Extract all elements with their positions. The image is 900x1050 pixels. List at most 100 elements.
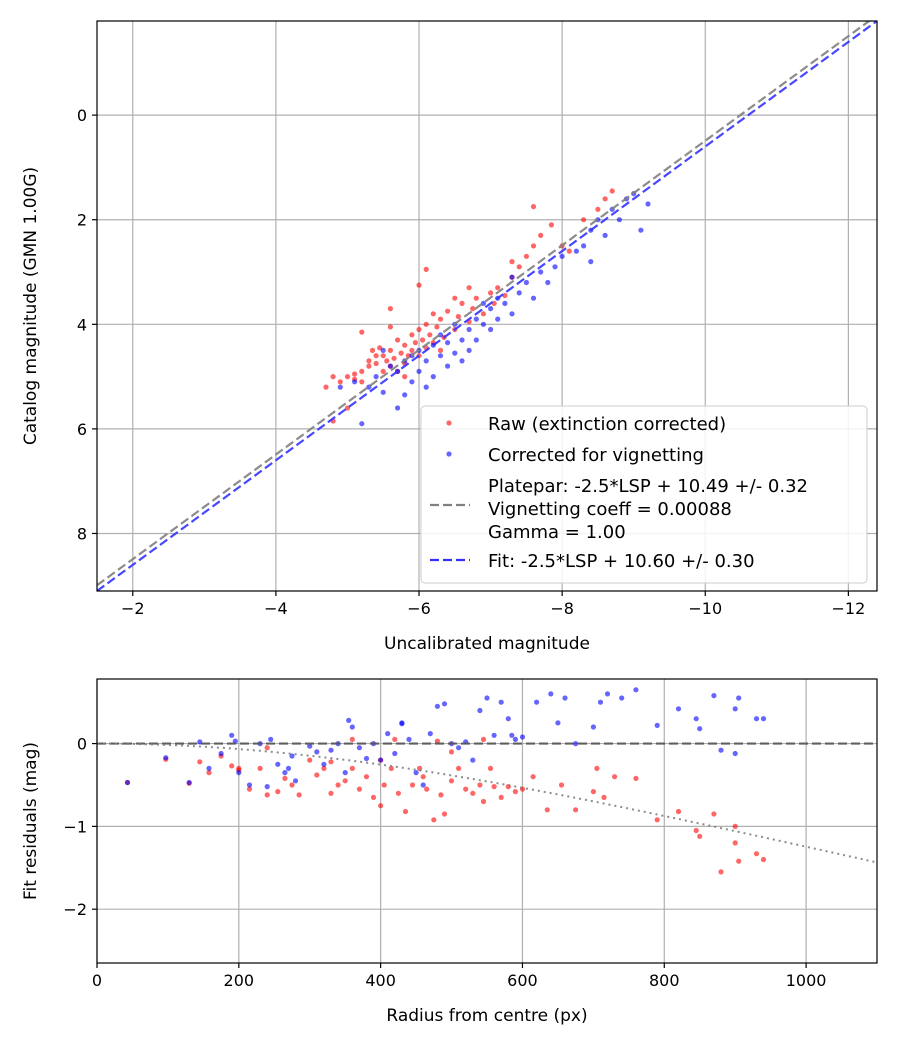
legend-marker — [446, 420, 452, 426]
data-point — [392, 736, 398, 743]
legend-entry: Corrected for vignetting — [446, 445, 704, 466]
data-point — [495, 285, 501, 291]
data-point — [402, 392, 408, 398]
data-point — [487, 765, 494, 772]
data-point — [612, 774, 618, 780]
x-tick-label: 600 — [507, 971, 538, 990]
data-point — [448, 778, 455, 784]
data-point — [519, 734, 526, 740]
data-point — [534, 699, 540, 705]
x-tick-label: −12 — [831, 599, 865, 618]
data-point — [437, 353, 444, 359]
data-point — [328, 747, 334, 753]
data-point — [697, 726, 703, 732]
y-tick-label: 2 — [77, 211, 87, 230]
data-point — [693, 716, 699, 722]
data-point — [342, 778, 348, 784]
data-point — [645, 201, 651, 207]
data-point — [638, 227, 644, 233]
data-point — [552, 264, 558, 270]
data-point — [229, 732, 235, 738]
data-point — [484, 695, 490, 701]
bottom-plot-area — [97, 687, 877, 875]
data-point — [370, 794, 377, 801]
data-point — [594, 765, 600, 772]
data-point — [445, 308, 451, 314]
legend-label: Gamma = 1.00 — [488, 522, 626, 543]
x-tick-label: −6 — [407, 599, 431, 618]
bottom-chart: 0 200 400 600 800 1000 −2 −1 0 Radius from centre… — [21, 678, 878, 1026]
data-point — [445, 340, 451, 346]
data-point — [480, 736, 487, 743]
top-axes-frame — [96, 20, 878, 592]
data-point — [186, 779, 192, 786]
data-point — [420, 774, 426, 780]
data-point — [264, 792, 270, 798]
y-tick-label: 0 — [77, 106, 87, 125]
data-point — [548, 222, 555, 228]
data-point — [314, 772, 320, 778]
data-point — [470, 757, 476, 763]
data-point — [342, 770, 348, 776]
data-point — [423, 358, 429, 364]
data-point — [633, 775, 639, 782]
data-point — [264, 745, 270, 751]
x-tick-label: 200 — [224, 971, 255, 990]
data-point — [516, 290, 522, 296]
data-point — [431, 817, 437, 823]
data-point — [352, 379, 358, 385]
data-point — [491, 300, 497, 306]
data-point — [452, 350, 458, 356]
data-point — [398, 350, 404, 356]
data-point — [420, 782, 426, 788]
data-point — [558, 782, 565, 788]
data-point — [697, 833, 703, 839]
data-point — [573, 807, 579, 813]
data-point — [378, 757, 384, 763]
data-point — [480, 311, 486, 317]
data-point — [509, 311, 515, 317]
data-point — [402, 342, 408, 348]
data-point — [573, 248, 580, 254]
bottom-series-corrected — [124, 687, 767, 790]
data-point — [423, 384, 429, 390]
top-series-raw — [323, 188, 615, 424]
top-line-platepar — [97, 21, 871, 587]
data-point — [562, 695, 568, 701]
legend-label: Platepar: -2.5*LSP + 10.49 +/- 0.32 — [488, 476, 808, 497]
data-point — [424, 786, 430, 792]
data-point — [395, 790, 401, 796]
data-point — [566, 248, 572, 254]
data-point — [441, 701, 448, 707]
data-point — [488, 290, 494, 296]
data-point — [328, 790, 334, 796]
data-point — [512, 789, 519, 795]
data-point — [363, 755, 370, 762]
data-point — [760, 856, 767, 863]
data-point — [736, 695, 742, 701]
data-point — [392, 750, 398, 757]
data-point — [548, 691, 554, 697]
data-point — [736, 858, 742, 864]
data-point — [197, 759, 203, 765]
data-point — [434, 738, 440, 744]
data-point — [399, 721, 405, 727]
data-point — [366, 358, 372, 364]
data-point — [380, 389, 386, 395]
legend-entry: Platepar: -2.5*LSP + 10.49 +/- 0.32Vigne… — [430, 476, 808, 543]
data-point — [314, 749, 320, 755]
y-tick-label: −1 — [63, 817, 87, 836]
data-point — [505, 716, 511, 722]
data-point — [402, 808, 409, 815]
data-point — [538, 232, 544, 238]
data-point — [380, 368, 386, 374]
data-point — [718, 869, 724, 875]
data-point — [466, 326, 472, 333]
data-point — [349, 765, 355, 772]
data-point — [321, 761, 327, 767]
legend-label: Fit: -2.5*LSP + 10.60 +/- 0.30 — [488, 551, 755, 572]
data-point — [438, 792, 444, 798]
data-point — [616, 217, 623, 223]
data-point — [387, 347, 393, 353]
